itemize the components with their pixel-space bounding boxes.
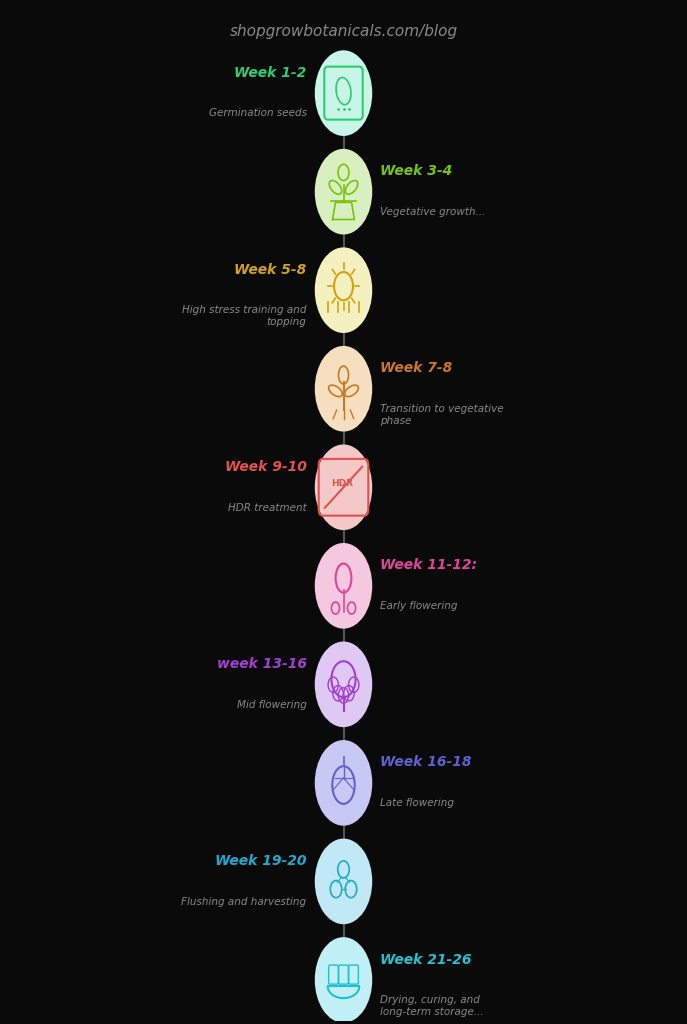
Text: Vegetative growth...: Vegetative growth...	[381, 207, 486, 217]
Text: Week 11-12:: Week 11-12:	[381, 558, 477, 572]
Circle shape	[315, 543, 372, 629]
Text: Week 5-8: Week 5-8	[234, 263, 306, 276]
Circle shape	[315, 248, 372, 333]
Text: Week 7-8: Week 7-8	[381, 361, 453, 376]
Text: Early flowering: Early flowering	[381, 601, 458, 611]
Text: HDR treatment: HDR treatment	[228, 503, 306, 513]
Text: Week 1-2: Week 1-2	[234, 66, 306, 80]
Text: week 13-16: week 13-16	[216, 657, 306, 671]
Text: Flushing and harvesting: Flushing and harvesting	[181, 897, 306, 906]
Text: Germination seeds: Germination seeds	[209, 109, 306, 119]
Circle shape	[315, 444, 372, 530]
Text: High stress training and
topping: High stress training and topping	[182, 305, 306, 327]
Text: Late flowering: Late flowering	[381, 798, 454, 808]
Text: Week 3-4: Week 3-4	[381, 164, 453, 178]
Circle shape	[315, 346, 372, 431]
Text: Week 21-26: Week 21-26	[381, 952, 472, 967]
Text: shopgrowbotanicals.com/blog: shopgrowbotanicals.com/blog	[229, 24, 458, 39]
Text: Week 9-10: Week 9-10	[225, 460, 306, 474]
Text: Drying, curing, and
long-term storage...: Drying, curing, and long-term storage...	[381, 995, 484, 1017]
Text: Week 19-20: Week 19-20	[215, 854, 306, 868]
Circle shape	[315, 839, 372, 925]
Circle shape	[315, 641, 372, 727]
Text: HDR: HDR	[331, 479, 353, 488]
Text: Transition to vegetative
phase: Transition to vegetative phase	[381, 404, 504, 426]
Circle shape	[315, 148, 372, 234]
Text: Week 16-18: Week 16-18	[381, 756, 472, 769]
Circle shape	[315, 740, 372, 825]
Circle shape	[315, 937, 372, 1023]
Circle shape	[315, 50, 372, 136]
Text: Mid flowering: Mid flowering	[237, 699, 306, 710]
